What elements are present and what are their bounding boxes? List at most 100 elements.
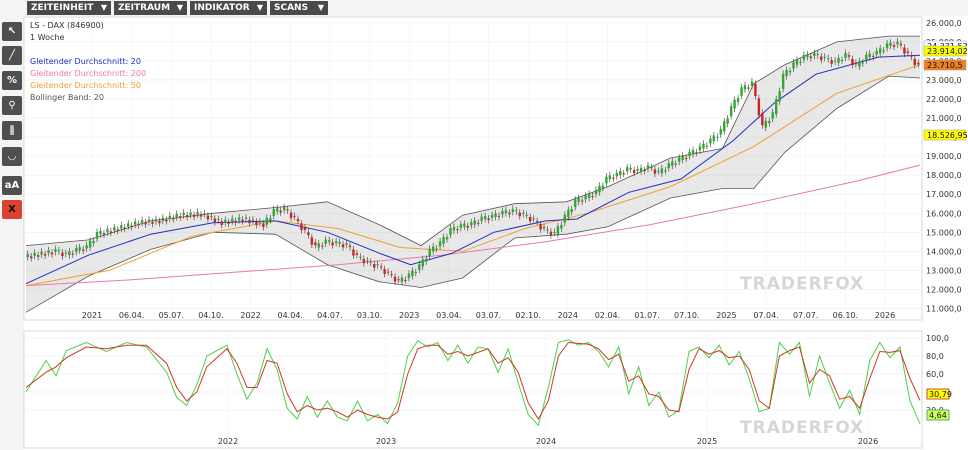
candle-body (397, 279, 400, 281)
y-tick-label: 12.000,0 (926, 285, 962, 294)
candle-body (435, 248, 438, 250)
candle-body (840, 60, 844, 62)
candle-body (892, 45, 896, 47)
x-tick-label: 07.10. (674, 311, 699, 320)
x-tick-label: 04.04. (278, 311, 303, 320)
candle-body (289, 212, 293, 219)
candle-body (123, 227, 126, 229)
candle-body (99, 230, 102, 235)
candle-body (754, 83, 757, 97)
candle-body (310, 237, 314, 245)
candle-body (861, 62, 865, 64)
candle-body (560, 225, 563, 229)
candle-body (615, 172, 619, 177)
candle-body (535, 220, 539, 222)
line-tool-button[interactable]: ╱ (2, 46, 22, 65)
candle-body (133, 221, 137, 225)
candle-body (210, 216, 213, 218)
candle-body (525, 214, 528, 216)
x2-tick-label: 2026 (858, 437, 878, 446)
delete-tool-button[interactable]: X (2, 200, 22, 219)
price-badge-label: 18.526,95 (927, 131, 968, 140)
candle-body (899, 43, 903, 46)
y-tick-label: 22.000,0 (926, 95, 962, 104)
candle-body (473, 220, 476, 225)
candle-body (272, 209, 275, 216)
candle-body (154, 218, 158, 222)
candle-body (286, 209, 289, 211)
candle-body (761, 112, 764, 126)
candle-body (224, 219, 227, 223)
candle-body (553, 231, 556, 233)
curve-tool-button[interactable]: ◡ (2, 147, 22, 166)
candle-body (632, 170, 636, 174)
candle-body (709, 138, 712, 144)
candle-body (764, 120, 768, 128)
x2-tick-label: 2023 (376, 437, 396, 446)
candle-body (702, 143, 705, 149)
text-tool-button[interactable]: aA (2, 176, 22, 195)
price-badge-label: 23.710,5 (927, 61, 963, 70)
candlesticks (26, 38, 920, 286)
candle-body (276, 208, 279, 212)
candle-body (241, 219, 244, 222)
candle-body (414, 272, 418, 274)
candle-body (698, 146, 702, 151)
candle-body (196, 212, 199, 215)
candle-body (681, 155, 684, 160)
candle-body (282, 207, 286, 211)
bollinger-upper-line (25, 35, 920, 247)
parallel-tool-button[interactable]: ∥ (2, 121, 22, 140)
candle-body (677, 157, 681, 162)
candle-body (757, 98, 761, 116)
candle-body (338, 242, 341, 244)
candle-body (265, 217, 269, 225)
candle-body (688, 151, 691, 157)
candle-body (598, 185, 601, 193)
x-tick-label: 03.07. (476, 311, 501, 320)
candle-body (837, 57, 840, 63)
candle-body (747, 87, 750, 89)
price-badge (923, 59, 967, 71)
candle-body (366, 260, 369, 262)
zoom-tool-button[interactable]: ⚲ (2, 96, 22, 115)
menu-zeitraum-label: ZEITRAUM (118, 3, 171, 13)
menu-scans[interactable]: SCANS ▼ (270, 1, 328, 15)
drawing-toolbar: ↖ ╱ % ⚲ ∥ ◡ aA X (0, 16, 24, 450)
candle-body (116, 229, 120, 231)
price-badge-label: 23.914,02 (927, 47, 968, 56)
candle-body (345, 243, 348, 245)
candle-body (851, 58, 854, 66)
candle-body (373, 264, 376, 268)
cursor-tool-button[interactable]: ↖ (2, 22, 22, 41)
menu-indikator[interactable]: INDIKATOR ▼ (190, 1, 267, 15)
candle-body (54, 249, 57, 252)
candle-body (255, 221, 258, 226)
candle-body (712, 135, 716, 141)
menu-zeiteinheit[interactable]: ZEITEINHEIT ▼ (27, 1, 111, 15)
oscillator-badge-label: 30,79 (929, 390, 952, 399)
candle-body (376, 264, 379, 266)
candle-body (185, 215, 189, 218)
candle-body (182, 212, 185, 216)
chevron-down-icon: ▼ (100, 3, 107, 12)
top-menu-bar: ZEITEINHEIT ▼ ZEITRAUM ▼ INDIKATOR ▼ SCANS ▼ (0, 0, 968, 16)
x-tick-label: 2021 (82, 311, 102, 320)
candle-body (71, 253, 74, 255)
candle-body (476, 222, 480, 224)
candle-body (781, 73, 785, 89)
menu-zeitraum[interactable]: ZEITRAUM ▼ (114, 1, 187, 15)
candle-body (334, 241, 338, 244)
candle-body (736, 98, 740, 103)
candle-body (425, 258, 428, 262)
candle-body (740, 87, 743, 96)
candle-body (172, 218, 175, 220)
candle-body (147, 219, 151, 223)
candle-body (203, 213, 206, 215)
y-tick-label: 16.000,0 (926, 209, 962, 218)
candle-body (574, 199, 577, 207)
y-tick-label: 18.000,0 (926, 171, 962, 180)
percent-tool-button[interactable]: % (2, 71, 22, 90)
candle-body (428, 249, 431, 257)
candle-body (81, 249, 85, 251)
